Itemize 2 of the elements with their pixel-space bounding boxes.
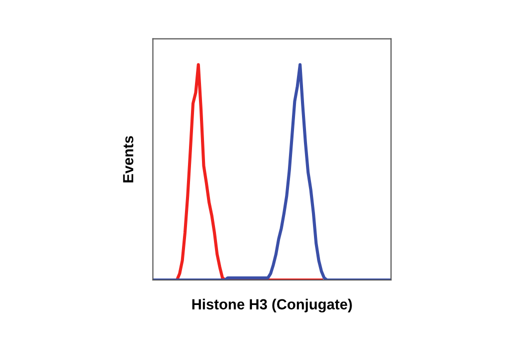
x-axis-title: Histone H3 (Conjugate) xyxy=(192,298,352,312)
y-axis-title: Events xyxy=(123,136,134,182)
